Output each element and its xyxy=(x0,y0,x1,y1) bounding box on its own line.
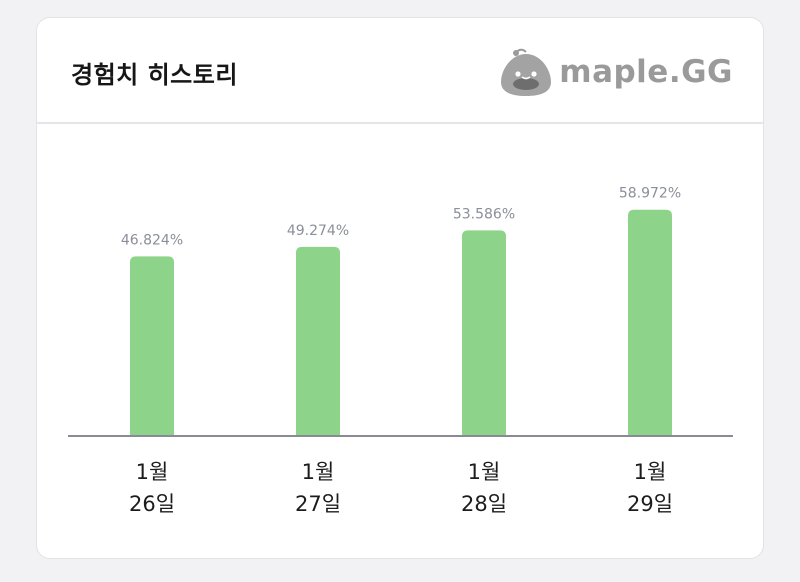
card-header: 경험치 히스토리 maple.GG xyxy=(37,18,763,124)
x-tick-label: 29일 xyxy=(627,492,673,516)
logo-text: maple.GG xyxy=(559,54,733,90)
bar-value-label: 46.824% xyxy=(121,232,183,248)
x-tick-label: 28일 xyxy=(461,492,507,516)
x-tick-label: 27일 xyxy=(295,492,341,516)
maple-gg-logo[interactable]: maple.GG xyxy=(497,46,733,98)
bar-0[interactable] xyxy=(130,256,174,436)
card-title: 경험치 히스토리 xyxy=(71,61,238,89)
bar-value-label: 58.972% xyxy=(619,186,681,202)
x-tick-label: 26일 xyxy=(129,492,175,516)
bar-2[interactable] xyxy=(462,230,506,436)
bar-value-label: 53.586% xyxy=(453,206,515,222)
x-tick-label: 1월 xyxy=(634,460,667,484)
x-tick-label: 1월 xyxy=(302,460,335,484)
experience-bar-chart: 46.824% 1월 26일 49.274% 1월 27일 53.586% 1월 28일 58.9… xyxy=(68,186,733,516)
slime-mascot-icon xyxy=(501,48,552,96)
bar-value-label: 49.274% xyxy=(287,223,349,239)
x-tick-label: 1월 xyxy=(136,460,169,484)
x-tick-label: 1월 xyxy=(468,460,501,484)
bar-3[interactable] xyxy=(628,209,672,436)
experience-history-card: 경험치 히스토리 maple.GG 46.824% 1월 26일 49.274% 1월 2… xyxy=(36,17,764,559)
bar-1[interactable] xyxy=(296,246,340,436)
